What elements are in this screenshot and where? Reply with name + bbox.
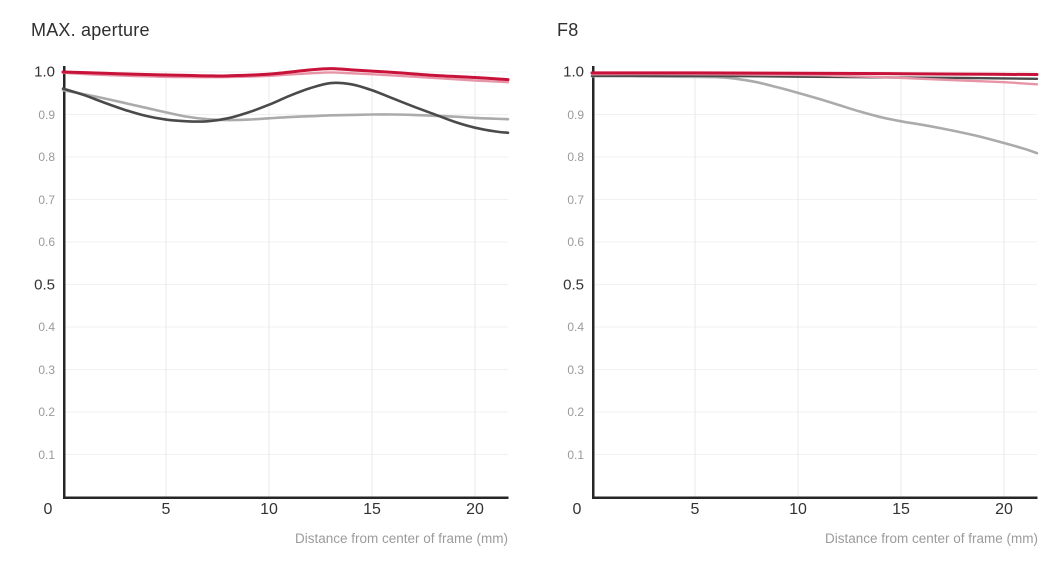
- y-tick-label: 0.8: [38, 150, 55, 164]
- y-tick-label: 1.0: [563, 63, 584, 81]
- x-tick-label: 0: [43, 501, 53, 518]
- red-line-path: [590, 71, 1039, 77]
- pink-line-path: [61, 71, 510, 84]
- y-tick-label: 0.3: [38, 362, 55, 377]
- x-tick-label: 15: [892, 501, 910, 518]
- y-tick-label: 0.2: [38, 405, 55, 419]
- chart-canvas: [61, 66, 510, 499]
- y-tick-label: 0.7: [38, 192, 55, 207]
- chart-title: MAX. aperture: [31, 20, 150, 40]
- y-tick-label: 1.0: [34, 63, 55, 81]
- y-tick-label: 0.6: [567, 235, 584, 249]
- x-tick-label: 0: [572, 501, 582, 518]
- y-tick-label: 0.5: [34, 276, 55, 293]
- x-axis-title: Distance from center of frame (mm): [824, 531, 1038, 546]
- x-tick-label: 5: [161, 501, 171, 518]
- x-tick-label: 20: [466, 501, 484, 518]
- y-tick-label: 0.5: [563, 276, 584, 293]
- x-tick-label: 10: [789, 501, 807, 518]
- y-tick-label: 0.4: [38, 320, 55, 334]
- x-tick-label: 20: [995, 501, 1013, 518]
- dark-gray-line-path: [590, 74, 1039, 80]
- x-axis-title: Distance from center of frame (mm): [294, 531, 508, 546]
- y-tick-label: 0.9: [38, 107, 55, 122]
- y-tick-label: 0.3: [567, 362, 584, 377]
- plot-area: [61, 64, 510, 500]
- f8-chart: F8 Distance from center of frame (mm) 0.…: [530, 0, 1061, 580]
- y-tick-label: 0.6: [38, 235, 55, 249]
- max-aperture-chart: MAX. aperture Distance from center of fr…: [0, 0, 530, 580]
- plot-area: [590, 64, 1039, 500]
- chart-canvas: [590, 66, 1039, 499]
- chart-title: F8: [557, 20, 579, 40]
- y-tick-label: 0.8: [567, 150, 584, 164]
- y-tick-label: 0.2: [567, 405, 584, 419]
- y-tick-label: 0.4: [567, 320, 584, 334]
- y-tick-label: 0.1: [38, 447, 55, 462]
- y-tick-label: 0.9: [567, 107, 584, 122]
- x-tick-label: 15: [363, 501, 381, 518]
- y-tick-label: 0.1: [567, 447, 584, 462]
- x-tick-label: 5: [690, 501, 700, 518]
- red-line-path: [61, 67, 510, 82]
- dark-gray-line-path: [61, 81, 510, 135]
- y-tick-label: 0.7: [567, 192, 584, 207]
- x-tick-label: 10: [260, 501, 278, 518]
